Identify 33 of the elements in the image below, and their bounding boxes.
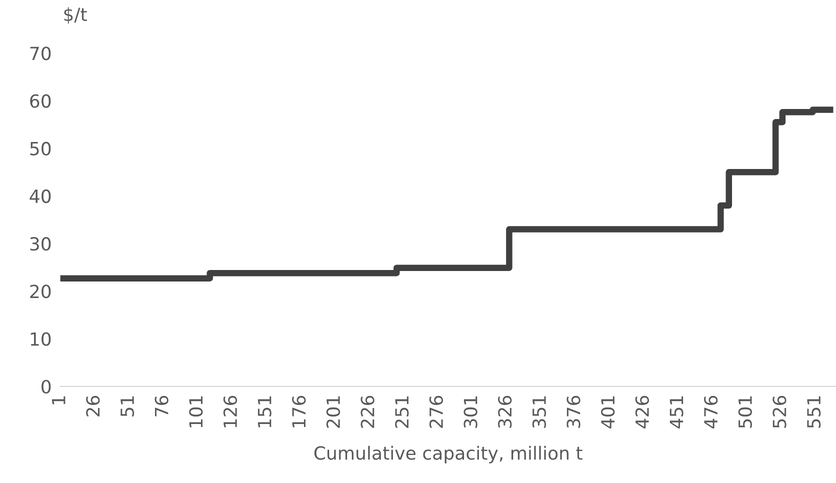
x-tick-label: 76 — [154, 396, 168, 416]
y-tick-label: 40 — [30, 189, 51, 204]
y-tick-label: 50 — [30, 142, 51, 156]
x-tick-label: 226 — [360, 396, 374, 428]
x-tick-label: 101 — [189, 396, 203, 428]
x-tick-label: 301 — [464, 396, 478, 428]
x-tick-label: 376 — [566, 396, 580, 428]
y-tick-label: 70 — [30, 46, 51, 60]
x-tick-label: 251 — [395, 396, 409, 428]
x-tick-label: 1 — [52, 396, 66, 404]
y-tick-label: 30 — [30, 237, 51, 251]
x-tick-label: 176 — [292, 396, 306, 428]
x-axis-title: Cumulative capacity, million t — [314, 446, 582, 464]
y-tick-label: 60 — [30, 94, 51, 108]
x-tick-label: 526 — [772, 396, 786, 428]
y-tick-label: 0 — [42, 380, 51, 394]
y-tick-label: 10 — [30, 332, 51, 346]
x-tick-label: 451 — [670, 396, 684, 428]
x-tick-label: 151 — [258, 396, 272, 428]
y-axis-title: $/t — [64, 7, 87, 24]
x-tick-label: 401 — [601, 396, 615, 428]
x-tick-label: 326 — [498, 396, 512, 428]
x-tick-label: 276 — [429, 396, 444, 428]
x-tick-label: 51 — [120, 396, 134, 416]
x-tick-label: 126 — [223, 396, 238, 428]
y-tick-label: 20 — [30, 284, 51, 298]
x-tick-label: 501 — [738, 396, 752, 428]
x-tick-label: 351 — [532, 396, 546, 428]
x-tick-label: 426 — [635, 396, 650, 428]
x-tick-label: 26 — [86, 396, 100, 416]
x-tick-label: 476 — [704, 396, 718, 428]
x-tick-label: 551 — [807, 396, 821, 428]
x-tick-label: 201 — [326, 396, 340, 428]
